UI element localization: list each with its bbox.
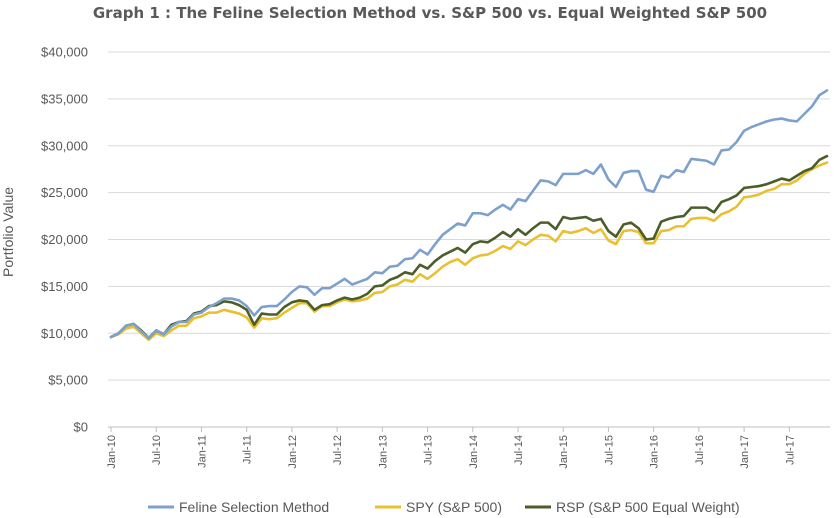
x-tick-label: Jul-10 (151, 435, 163, 465)
y-tick-label: $30,000 (41, 138, 88, 153)
legend: Feline Selection Method SPY (S&P 500) RSP … (148, 499, 740, 515)
x-tick-label: Jul-13 (423, 435, 435, 465)
y-tick-label: $25,000 (41, 185, 88, 200)
y-axis-title: Portfolio Value (0, 187, 16, 277)
y-tick-label: $0 (74, 420, 88, 435)
x-tick-label: Jul-12 (332, 435, 344, 465)
y-tick-label: $40,000 (41, 45, 88, 60)
chart: Graph 1 : The Feline Selection Method vs… (0, 0, 836, 518)
x-tick-label: Jan-15 (558, 435, 570, 469)
x-tick-label: Jan-16 (649, 435, 661, 469)
x-tick-label: Jul-16 (694, 435, 706, 465)
y-axis-ticks: $0 $5,000 $10,000 $15,000 $20,000 $25,000 $30,… (41, 45, 88, 435)
x-axis-ticks: Jan-10 Jul-10 Jan-11 Jul-11 Jan-12 Jul-12 Jan-… (106, 427, 796, 469)
y-tick-label: $15,000 (41, 279, 88, 294)
x-tick-label: Jan-12 (287, 435, 299, 469)
y-tick-label: $5,000 (48, 373, 88, 388)
x-tick-label: Jul-15 (603, 435, 615, 465)
y-tick-label: $35,000 (41, 91, 88, 106)
x-tick-label: Jan-11 (196, 435, 208, 468)
x-tick-label: Jul-14 (513, 435, 525, 465)
legend-label: Feline Selection Method (179, 499, 329, 515)
legend-item-feline: Feline Selection Method (148, 499, 329, 515)
chart-title: Graph 1 : The Feline Selection Method vs… (93, 4, 767, 22)
x-tick-label: Jan-17 (739, 435, 751, 469)
x-tick-label: Jul-17 (784, 435, 796, 465)
x-tick-label: Jul-11 (242, 435, 254, 464)
x-tick-label: Jan-13 (377, 435, 389, 469)
y-tick-label: $10,000 (41, 326, 88, 341)
series-line-spy (111, 163, 827, 340)
y-tick-label: $20,000 (41, 232, 88, 247)
legend-label: SPY (S&P 500) (406, 499, 502, 515)
x-tick-label: Jan-14 (468, 435, 480, 469)
legend-item-spy: SPY (S&P 500) (375, 499, 502, 515)
legend-label: RSP (S&P 500 Equal Weight) (556, 499, 740, 515)
legend-item-rsp: RSP (S&P 500 Equal Weight) (525, 499, 740, 515)
x-tick-label: Jan-10 (106, 435, 118, 469)
series-lines (111, 90, 827, 339)
gridlines (108, 52, 830, 380)
